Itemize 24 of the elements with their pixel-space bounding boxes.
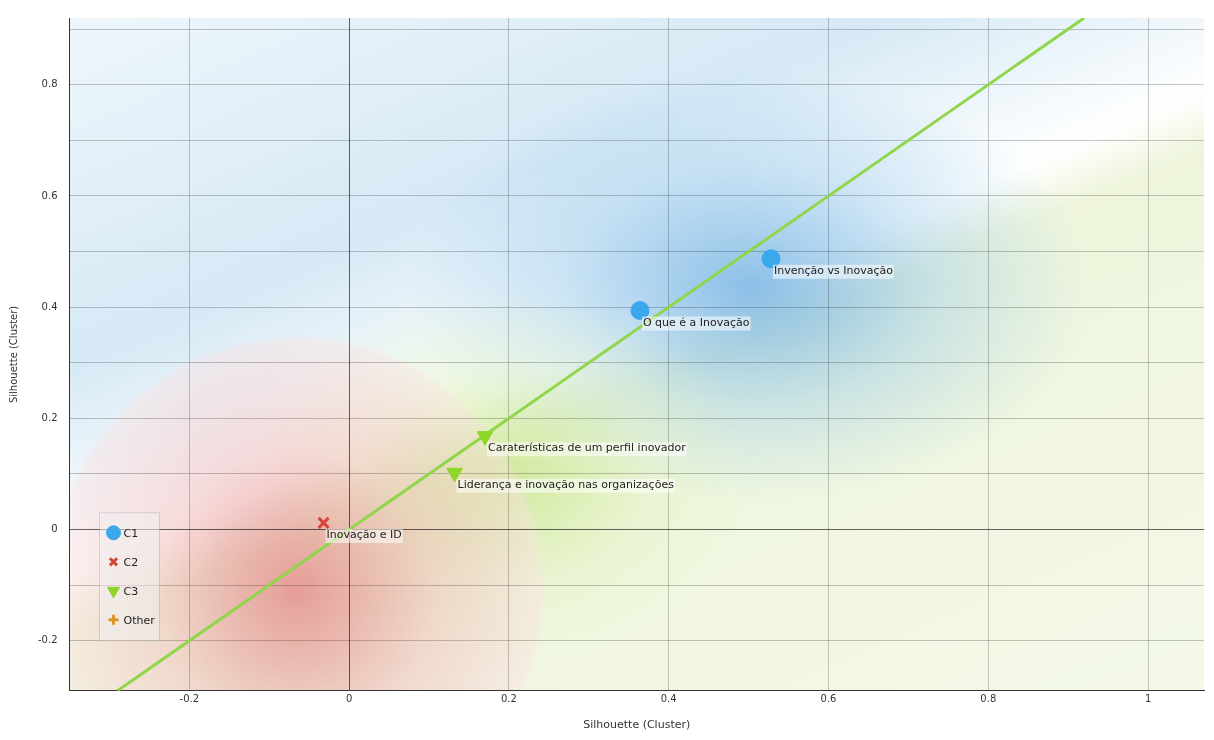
- y-tick-label: 0: [51, 523, 58, 535]
- x-tick-label: 0: [345, 693, 353, 705]
- x-tick-label: -0.2: [179, 693, 200, 705]
- x-axis-title: Silhouette (Cluster): [583, 718, 691, 732]
- y-tick-label: 0.2: [41, 411, 58, 423]
- x-tick-label: 0.8: [980, 693, 997, 705]
- legend-label: C1: [123, 526, 139, 540]
- legend-label: Other: [123, 613, 156, 627]
- x-tick-label: 0.2: [500, 693, 517, 705]
- annotation: Inovação e ID: [326, 528, 402, 542]
- y-tick-label: 0.8: [41, 78, 58, 90]
- annotation: Caraterísticas de um perfil inovador: [487, 441, 687, 455]
- annotation: Invenção vs Inovação: [773, 264, 894, 278]
- annotation: Liderança e inovação nas organizações: [457, 478, 675, 492]
- y-tick-label: 0.4: [41, 300, 58, 312]
- x-tick-label: 0.4: [660, 693, 677, 705]
- annotation: O que é a Inovação: [642, 315, 750, 329]
- x-tick-label: 0.6: [820, 693, 837, 705]
- y-tick-label: 0.6: [41, 189, 58, 201]
- legend-label: C3: [123, 584, 139, 598]
- x-tick-label: 1: [1144, 693, 1152, 705]
- y-axis-title: Silhouette (Cluster): [7, 305, 19, 404]
- y-tick-label: -0.2: [38, 634, 58, 646]
- legend-label: C2: [123, 555, 139, 569]
